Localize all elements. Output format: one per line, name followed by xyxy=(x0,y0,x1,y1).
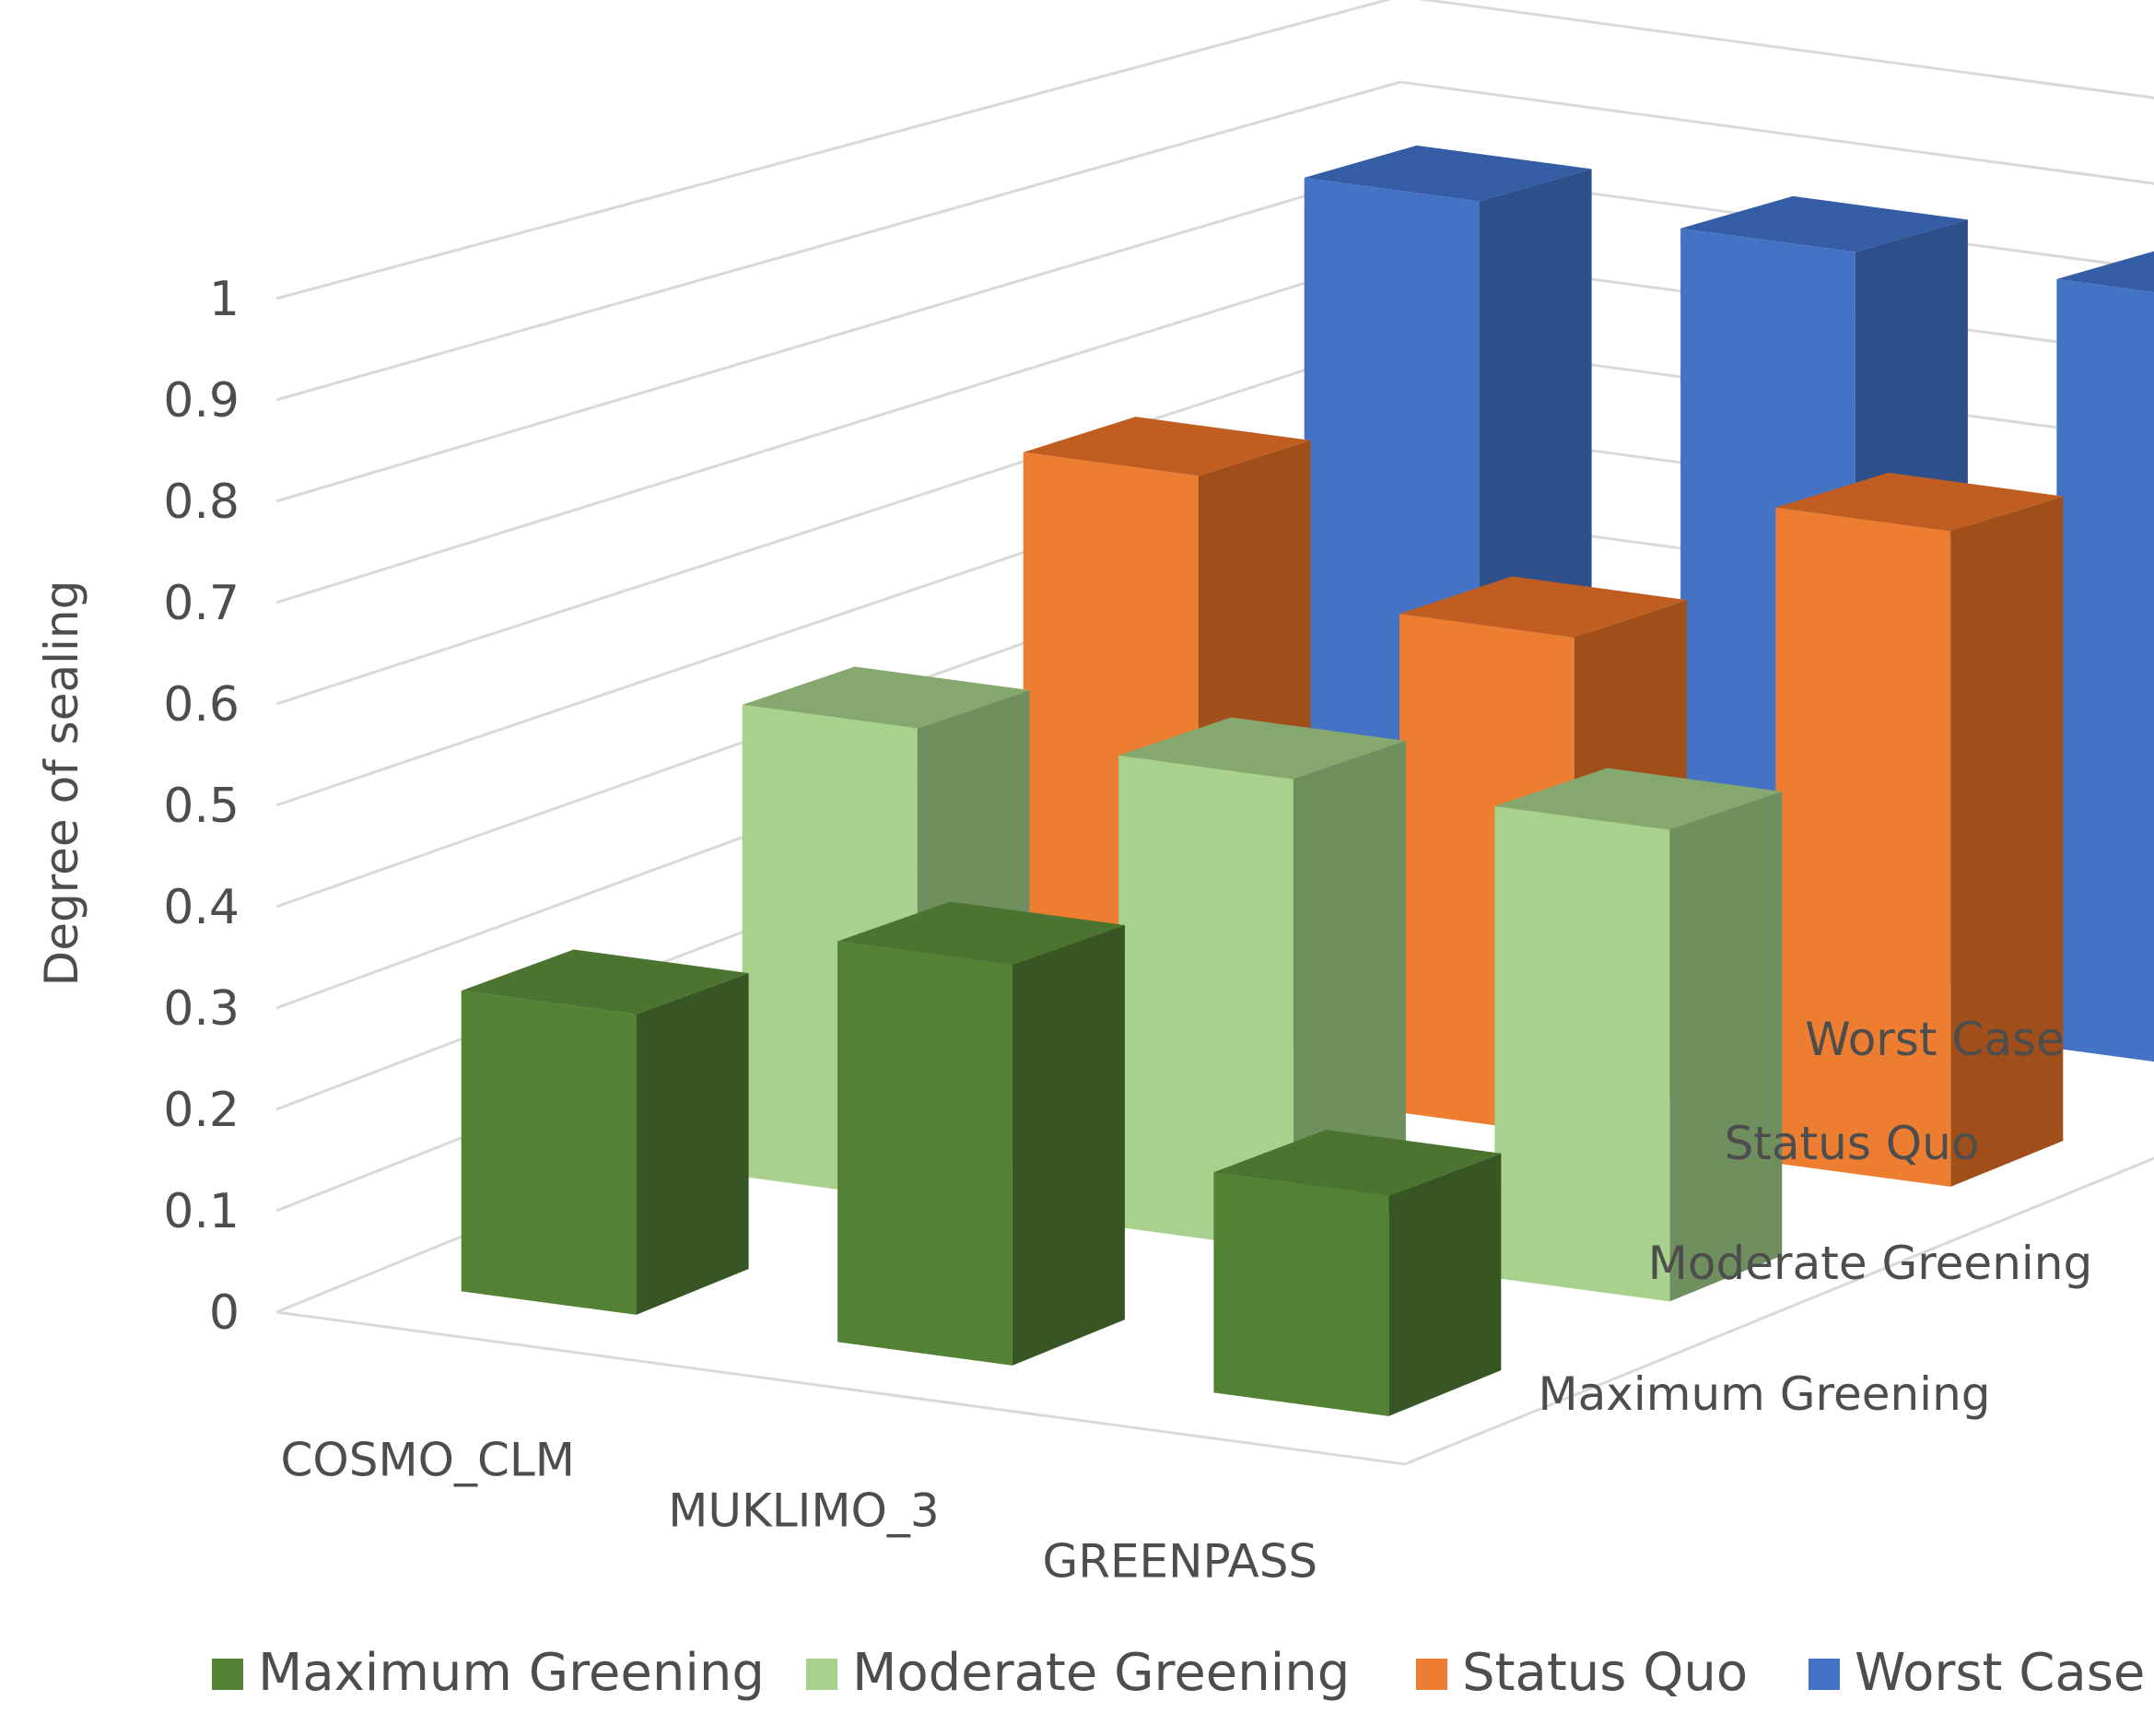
gridline xyxy=(275,80,2154,402)
depth-label: Status Quo xyxy=(1725,1117,1980,1170)
bar-status-quo-greenpass xyxy=(1775,473,2064,1187)
bar-top-face xyxy=(1775,473,2064,532)
bar-maximum-greening-muklimo_3 xyxy=(837,901,1125,1366)
legend-label: Status Quo xyxy=(1462,1643,1748,1703)
bar-front-face xyxy=(1118,755,1294,1251)
y-tick-label: 0.6 xyxy=(163,677,240,733)
bar-top-face xyxy=(1118,717,1406,780)
bar-front-face xyxy=(1775,507,1951,1187)
depth-label: Moderate Greening xyxy=(1648,1237,2092,1290)
y-axis-ticks: 0 0.1 0.2 0.3 0.4 0.5 0.6 0.7 0.8 0.9 1 xyxy=(163,272,240,1341)
gridline xyxy=(275,0,2154,300)
bar-moderate-greening-greenpass xyxy=(1494,768,1783,1302)
bar-side-face xyxy=(1293,741,1406,1251)
legend-item: Maximum Greening xyxy=(212,1643,765,1703)
bar-maximum-greening-cosmo_clm xyxy=(461,949,749,1315)
bar-top-face xyxy=(742,666,1030,729)
bar-side-face xyxy=(1669,792,1783,1302)
bar-top-face xyxy=(837,901,1125,965)
legend-label: Maximum Greening xyxy=(258,1643,765,1703)
bar-front-face xyxy=(2056,278,2154,1062)
legend-swatch xyxy=(1809,1659,1840,1690)
legend-item: Worst Case xyxy=(1809,1643,2145,1703)
y-tick-label: 0.9 xyxy=(163,373,240,428)
category-label: MUKLIMO_3 xyxy=(668,1484,939,1538)
category-labels: COSMO_CLM MUKLIMO_3 GREENPASS xyxy=(280,1434,1317,1589)
legend-swatch xyxy=(806,1659,837,1690)
bar-maximum-greening-greenpass xyxy=(1213,1130,1502,1416)
y-tick-label: 0.7 xyxy=(163,576,240,631)
bars xyxy=(461,145,2154,1416)
category-label: GREENPASS xyxy=(1042,1535,1317,1589)
legend-item: Moderate Greening xyxy=(806,1643,1350,1703)
y-tick-label: 0 xyxy=(209,1285,240,1341)
bar-side-face xyxy=(1388,1153,1502,1416)
y-tick-label: 0.5 xyxy=(163,779,240,834)
bar-moderate-greening-muklimo_3 xyxy=(1118,717,1406,1251)
depth-label: Maximum Greening xyxy=(1539,1367,1991,1421)
legend-label: Worst Case xyxy=(1855,1643,2145,1703)
bar-front-face xyxy=(1213,1172,1389,1416)
floor-right-edge xyxy=(1404,1156,2154,1466)
y-tick-label: 1 xyxy=(209,272,240,327)
category-label: COSMO_CLM xyxy=(280,1434,574,1487)
bar-top-face xyxy=(2056,251,2154,293)
bar-worst-case-greenpass xyxy=(2056,251,2154,1062)
bar-side-face xyxy=(636,973,749,1315)
legend-swatch xyxy=(212,1659,243,1690)
bar-front-face xyxy=(837,941,1013,1366)
bar-top-face xyxy=(1023,416,1311,476)
bar-top-face xyxy=(1213,1130,1502,1196)
floor-front-edge xyxy=(275,1310,1406,1466)
bar-side-face xyxy=(1012,925,1125,1366)
legend: Maximum Greening Moderate Greening Status … xyxy=(212,1643,2145,1703)
y-tick-label: 0.2 xyxy=(163,1083,240,1138)
depth-labels: Worst Case Status Quo Moderate Greening Max… xyxy=(1539,1013,2093,1421)
bar-top-face xyxy=(1680,195,1968,252)
bar-top-face xyxy=(1494,768,1783,830)
bar-front-face xyxy=(1494,805,1670,1302)
bar-front-face xyxy=(461,991,637,1315)
depth-label: Worst Case xyxy=(1805,1013,2065,1066)
y-tick-label: 0.3 xyxy=(163,981,240,1037)
legend-item: Status Quo xyxy=(1416,1643,1748,1703)
bar-top-face xyxy=(461,949,749,1015)
legend-label: Moderate Greening xyxy=(852,1643,1350,1703)
y-axis-title: Degree of sealing xyxy=(35,581,88,987)
bar-top-face xyxy=(1399,576,1687,638)
bar-side-face xyxy=(1950,496,2064,1187)
legend-swatch xyxy=(1416,1659,1447,1690)
y-tick-label: 0.8 xyxy=(163,475,240,530)
y-tick-label: 0.1 xyxy=(163,1184,240,1239)
bar-top-face xyxy=(1304,145,1592,202)
y-tick-label: 0.4 xyxy=(163,880,240,935)
